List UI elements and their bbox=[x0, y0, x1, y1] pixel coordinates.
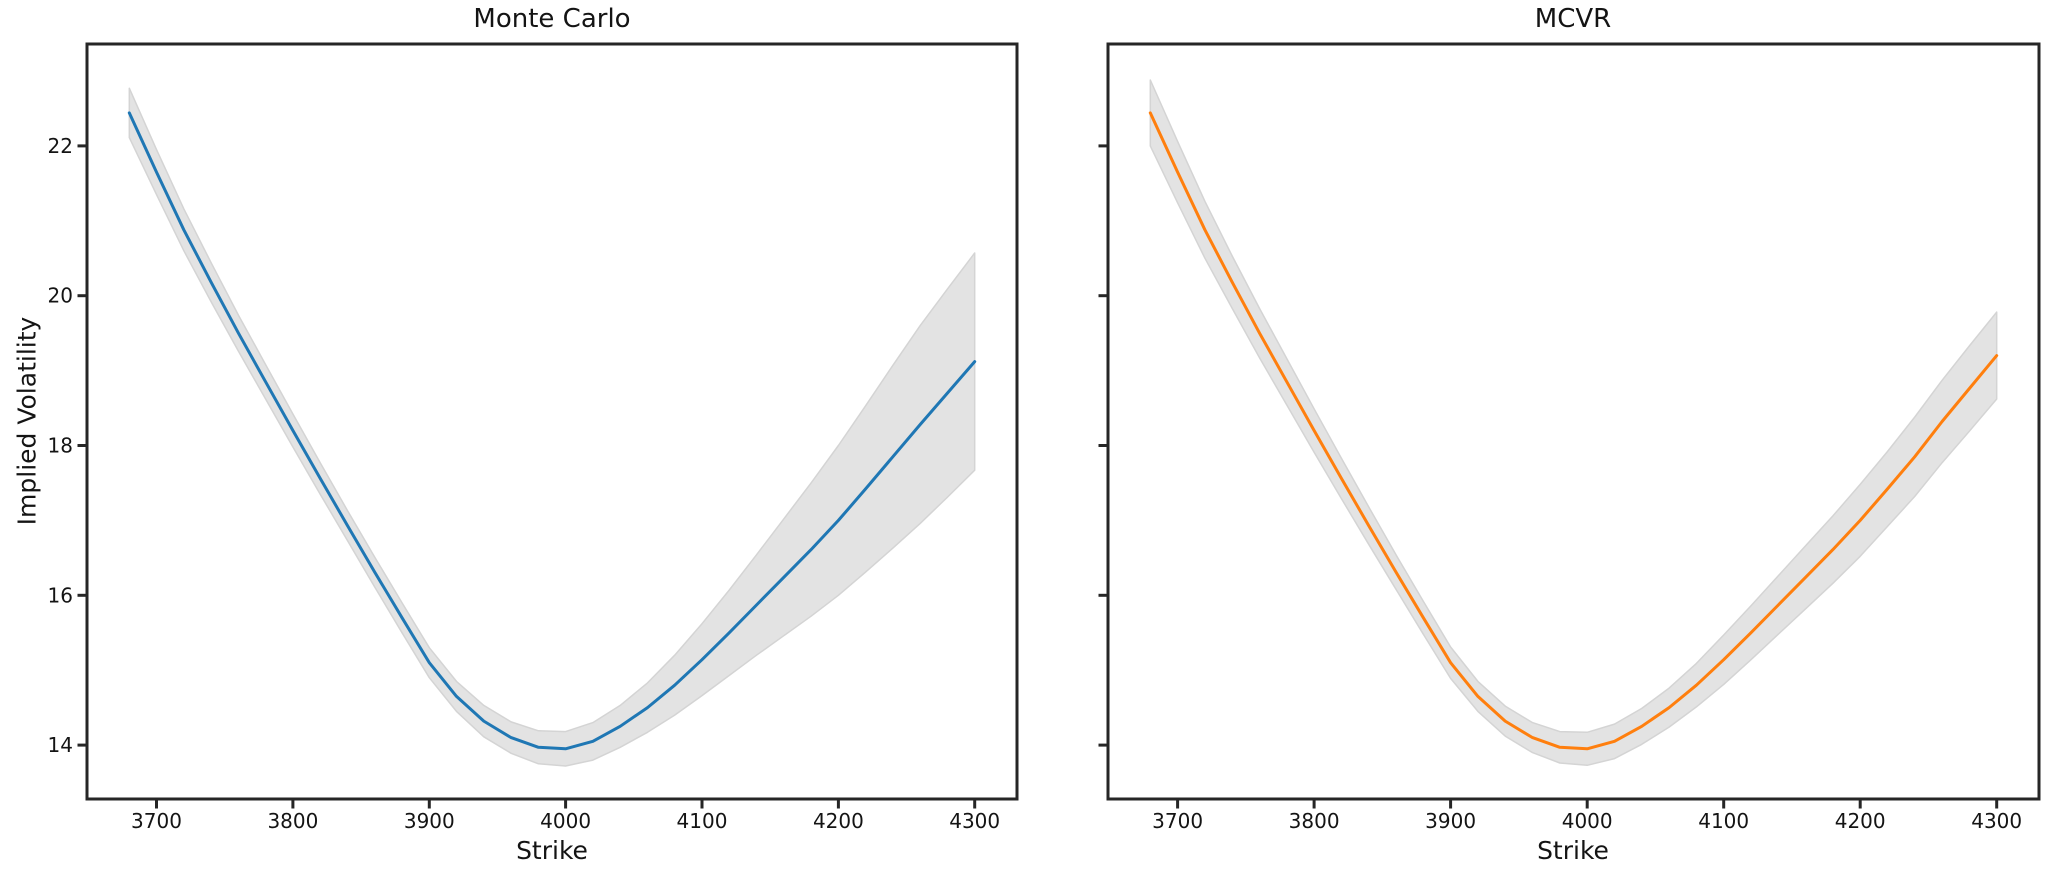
x-tick-label: 3800 bbox=[267, 809, 318, 833]
x-tick-label: 3700 bbox=[1152, 809, 1203, 833]
x-axis-label-left: Strike bbox=[516, 836, 588, 865]
x-tick-label: 4200 bbox=[1835, 809, 1886, 833]
x-tick-label: 3900 bbox=[404, 809, 455, 833]
x-tick-label: 4300 bbox=[949, 809, 1000, 833]
confidence-band bbox=[128, 87, 976, 767]
mcvr-panel: 3700 3800 3900 4000 4100 4200 4300 bbox=[1098, 42, 2041, 833]
axes-frame bbox=[85, 42, 1019, 801]
x-tick-label: 4000 bbox=[1562, 809, 1613, 833]
y-tick-label: 18 bbox=[48, 434, 73, 458]
axes-frame bbox=[1106, 42, 2041, 801]
panel-title-mcvr: MCVR bbox=[1534, 4, 1612, 34]
x-tick-label: 3900 bbox=[1425, 809, 1476, 833]
x-axis-label-right: Strike bbox=[1537, 836, 1609, 865]
x-tick-label: 3700 bbox=[131, 809, 182, 833]
mean-line bbox=[1148, 111, 1999, 751]
y-tick-label: 22 bbox=[48, 134, 73, 158]
y-axis-label: Implied Volatility bbox=[12, 316, 42, 526]
mean-line bbox=[127, 111, 977, 751]
x-tick-label: 4000 bbox=[540, 809, 591, 833]
x-tick-label: 4100 bbox=[677, 809, 728, 833]
x-tick-label: 4100 bbox=[1698, 809, 1749, 833]
confidence-band bbox=[1149, 79, 1998, 767]
y-tick-label: 14 bbox=[48, 733, 73, 757]
panel-title-monte-carlo: Monte Carlo bbox=[473, 4, 631, 34]
monte-carlo-panel: 3700 3800 3900 4000 4100 4200 4300 14 16 18 20 22 bbox=[48, 42, 1019, 833]
x-tick-label: 3800 bbox=[1289, 809, 1340, 833]
x-tick-label: 4300 bbox=[1971, 809, 2022, 833]
y-tick-label: 16 bbox=[48, 583, 73, 607]
x-tick-label: 4200 bbox=[813, 809, 864, 833]
y-tick-label: 20 bbox=[48, 284, 73, 308]
